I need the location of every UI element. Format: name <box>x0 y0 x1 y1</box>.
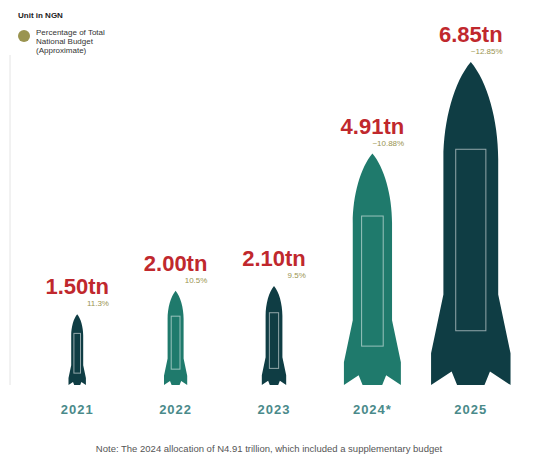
labels: 1.50tn11.3% 2021 2.00tn10.5% 2022 2.10tn9.5%… <box>45 22 502 417</box>
rocket-bar <box>262 286 286 385</box>
legend-swatch <box>18 30 30 42</box>
rocket-panel <box>456 149 486 330</box>
category-label: 2024* <box>353 402 392 417</box>
value-label: 2.10tn <box>242 246 306 271</box>
rocket-bar <box>69 314 86 385</box>
value-label: 2.00tn <box>144 251 208 276</box>
legend-label: Percentage of TotalNational Budget(Appro… <box>36 28 105 55</box>
rocket-panel <box>74 333 81 373</box>
note: Note: The 2024 allocation of N4.91 trill… <box>96 443 443 454</box>
category-label: 2022 <box>159 402 192 417</box>
legend-label-line: (Approximate) <box>36 46 87 55</box>
share-label: ~12.85% <box>471 47 503 56</box>
legend: Percentage of TotalNational Budget(Appro… <box>18 28 105 55</box>
legend-label-line: National Budget <box>36 37 94 46</box>
category-label: 2021 <box>61 402 94 417</box>
rocket-panel <box>171 316 180 369</box>
share-label: 10.5% <box>185 276 208 285</box>
share-label: 9.5% <box>288 271 306 280</box>
category-label: 2025 <box>454 402 487 417</box>
rocket-bar <box>164 291 187 385</box>
chart: Unit in NGN Percentage of TotalNational B… <box>0 0 538 462</box>
value-label: 4.91tn <box>341 114 405 139</box>
share-label: ~10.88% <box>372 139 404 148</box>
rocket-bar <box>431 62 510 385</box>
legend-label-line: Percentage of Total <box>36 28 105 37</box>
rocket-panel <box>269 313 278 369</box>
rocket-bar <box>344 154 401 385</box>
value-label: 6.85tn <box>439 22 503 47</box>
value-axis-line <box>10 55 11 385</box>
share-label: 11.3% <box>87 299 109 308</box>
rocket-panel <box>362 216 384 346</box>
category-label: 2023 <box>258 402 291 417</box>
subtitle: Unit in NGN <box>18 11 63 20</box>
value-label: 1.50tn <box>45 274 109 299</box>
marks <box>69 62 511 385</box>
